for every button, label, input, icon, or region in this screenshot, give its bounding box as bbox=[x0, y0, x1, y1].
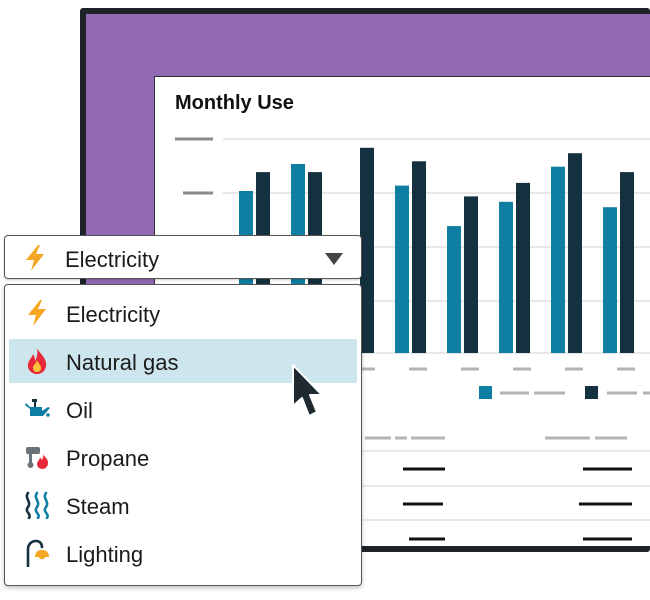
bar-series-1-m5 bbox=[447, 226, 461, 353]
menu-item-label: Oil bbox=[66, 398, 93, 423]
bar-series-2-m5 bbox=[464, 196, 478, 353]
oil-can-icon bbox=[25, 399, 50, 417]
bar-series-2-m4 bbox=[412, 161, 426, 353]
menu-item-label: Electricity bbox=[66, 302, 161, 327]
lightning-icon bbox=[26, 245, 44, 271]
energy-type-select[interactable]: Electricity bbox=[4, 235, 362, 279]
bar-series-1-m8 bbox=[603, 207, 617, 353]
bar-series-2-m6 bbox=[516, 182, 530, 353]
steam-icon bbox=[25, 491, 49, 519]
menu-item-electricity[interactable]: Electricity bbox=[9, 291, 357, 335]
legend-swatch-series-1 bbox=[479, 386, 492, 399]
menu-item-label: Natural gas bbox=[66, 350, 179, 375]
menu-item-lighting[interactable]: Lighting bbox=[9, 531, 357, 575]
bar-series-1-m6 bbox=[499, 201, 513, 353]
mouse-pointer-icon bbox=[292, 364, 323, 417]
bar-series-2-m8 bbox=[620, 172, 634, 353]
menu-item-label: Lighting bbox=[66, 542, 144, 567]
chevron-down-icon[interactable] bbox=[325, 253, 343, 265]
energy-type-menu: Electricity Natural gas Oil Propane bbox=[4, 284, 362, 586]
lamp-icon bbox=[26, 539, 49, 567]
bar-series-2-m7 bbox=[568, 153, 582, 353]
lightning-icon bbox=[28, 300, 46, 326]
propane-tank-icon bbox=[26, 447, 48, 469]
bar-series-2-m3 bbox=[360, 147, 374, 353]
bar-series-1-m7 bbox=[551, 166, 565, 353]
legend-swatch-series-2 bbox=[585, 386, 598, 399]
card-title: Monthly Use bbox=[175, 92, 294, 114]
flame-icon bbox=[27, 348, 47, 374]
bar-series-1-m4 bbox=[395, 185, 409, 353]
menu-item-oil[interactable]: Oil bbox=[9, 387, 357, 431]
menu-item-label: Propane bbox=[66, 446, 150, 471]
menu-item-steam[interactable]: Steam bbox=[9, 483, 357, 527]
selected-value: Electricity bbox=[65, 247, 160, 272]
menu-item-label: Steam bbox=[66, 494, 130, 519]
menu-item-propane[interactable]: Propane bbox=[9, 435, 357, 479]
